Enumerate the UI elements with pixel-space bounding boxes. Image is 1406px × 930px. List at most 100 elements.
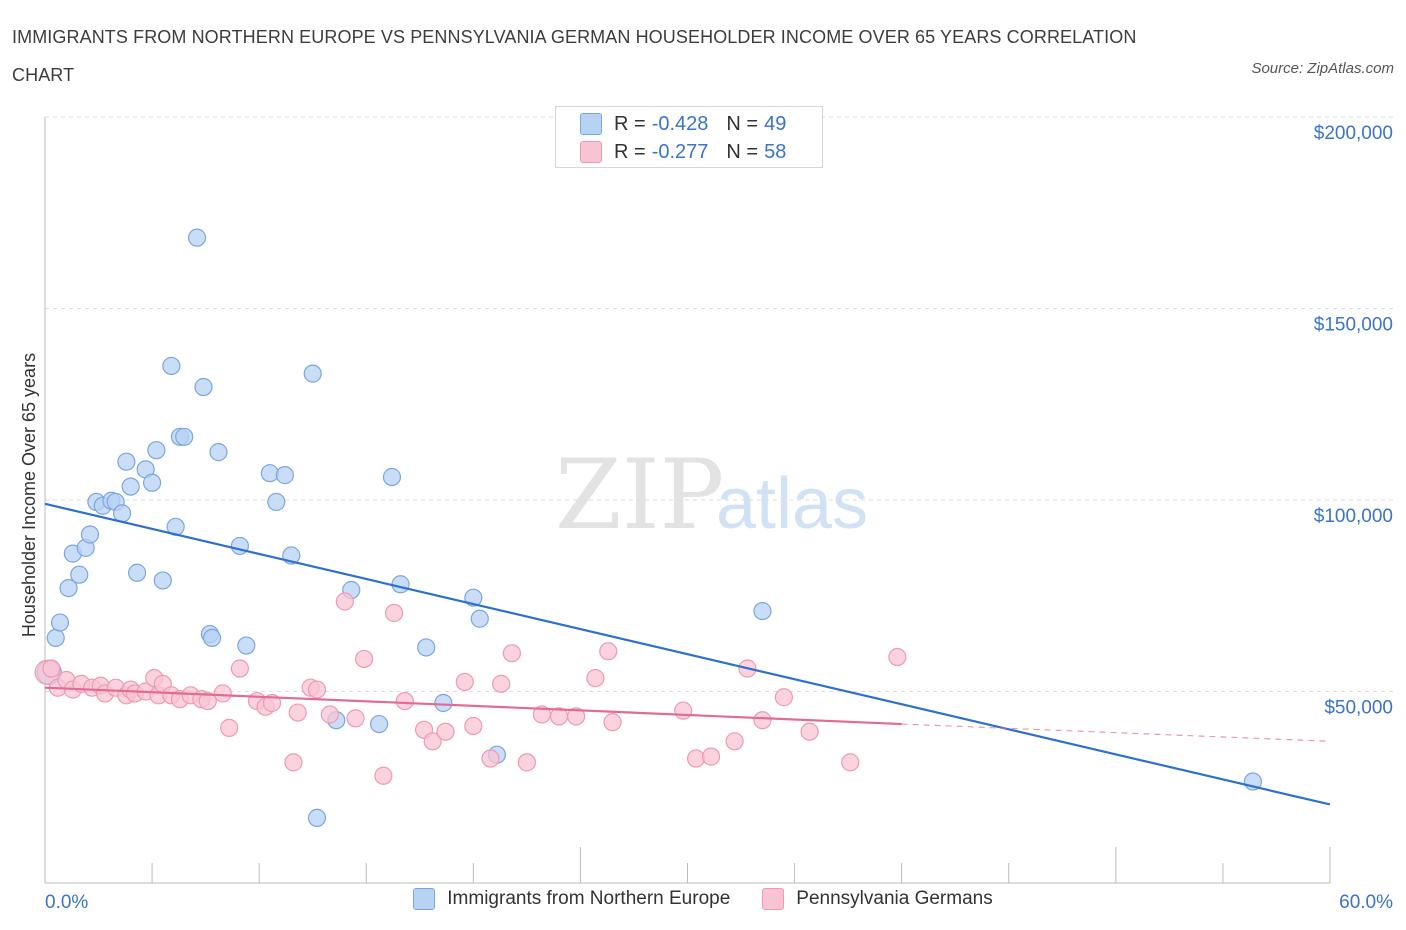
- series-swatch-blue: [413, 888, 436, 910]
- blue-point: [153, 571, 172, 590]
- y-tick-label: $150,000: [1314, 315, 1393, 336]
- pink-point: [502, 644, 521, 663]
- blue-point: [464, 588, 483, 607]
- blue-point: [267, 492, 286, 512]
- pink-point: [384, 603, 404, 623]
- y-tick-label: $100,000: [1314, 506, 1393, 527]
- pink-point: [307, 680, 327, 699]
- y-tick-label: $50,000: [1324, 698, 1393, 719]
- blue-point: [202, 628, 222, 647]
- pink-point: [220, 718, 239, 737]
- correlation-legend: R = -0.428 N = 49 R = -0.277 N = 58: [555, 106, 823, 168]
- pink-point: [335, 592, 354, 611]
- pink-point: [492, 674, 511, 693]
- blue-point: [187, 228, 207, 247]
- pink-point: [725, 732, 744, 751]
- legend-r-value: -0.277: [651, 140, 709, 163]
- trendline-blue: [44, 502, 1331, 806]
- blue-point: [237, 636, 256, 655]
- blue-point: [275, 466, 294, 485]
- legend-r-label: R =: [614, 112, 646, 135]
- blue-point: [303, 364, 322, 383]
- pink-point: [674, 701, 693, 720]
- pink-point: [567, 707, 586, 726]
- series-legend: Immigrants from Northern Europe Pennsylv…: [0, 888, 1406, 910]
- source-label: Source: ZipAtlas.com: [1251, 60, 1394, 77]
- blue-point: [209, 443, 228, 462]
- blue-point: [370, 714, 389, 734]
- blue-point: [121, 477, 140, 496]
- series-legend-item-pink[interactable]: Pennsylvania Germans: [762, 888, 993, 910]
- pink-point: [586, 668, 605, 688]
- blue-point: [127, 563, 147, 582]
- pink-point: [701, 747, 721, 766]
- pink-point: [284, 753, 303, 772]
- blue-point: [470, 609, 489, 628]
- pink-point: [599, 642, 618, 661]
- pink-point: [395, 691, 414, 711]
- blue-point: [70, 565, 89, 584]
- blue-point: [59, 578, 78, 598]
- blue-point: [175, 427, 194, 446]
- legend-n-value: 49: [764, 112, 787, 135]
- blue-point: [50, 613, 70, 632]
- blue-point: [260, 464, 279, 483]
- series-swatch-pink: [762, 888, 785, 910]
- legend-row-pink: R = -0.277 N = 58: [580, 140, 786, 164]
- blue-point: [753, 601, 772, 621]
- series-label-blue: Immigrants from Northern Europe: [447, 888, 731, 909]
- pink-point: [753, 711, 772, 730]
- pink-point: [374, 766, 393, 785]
- blue-point: [391, 575, 410, 594]
- series-legend-item-blue[interactable]: Immigrants from Northern Europe: [413, 888, 730, 910]
- pink-point: [320, 705, 339, 724]
- pink-point: [288, 703, 307, 722]
- pink-point: [355, 649, 374, 669]
- blue-point: [162, 356, 181, 376]
- legend-r-value: -0.428: [651, 112, 709, 135]
- legend-swatch-pink: [580, 141, 602, 163]
- legend-n-label: N =: [726, 112, 759, 135]
- pink-point: [455, 672, 474, 692]
- series-label-pink: Pennsylvania Germans: [796, 888, 993, 909]
- legend-swatch-blue: [580, 113, 602, 135]
- pink-point: [800, 722, 819, 741]
- pink-point: [774, 688, 793, 707]
- blue-point: [417, 638, 436, 657]
- pink-point: [686, 749, 706, 768]
- blue-point: [147, 441, 166, 460]
- watermark-atlas: atlas: [716, 464, 868, 544]
- blue-point: [194, 377, 213, 397]
- trendline-pink-extension: [901, 723, 1331, 742]
- legend-n-label: N =: [726, 140, 759, 163]
- pink-point: [603, 713, 622, 732]
- y-tick-label: $200,000: [1314, 123, 1393, 144]
- pink-point: [423, 732, 442, 751]
- pink-point: [42, 659, 61, 678]
- blue-point: [434, 693, 453, 713]
- pink-point: [841, 753, 860, 772]
- pink-point: [262, 693, 282, 713]
- legend-r-label: R =: [614, 140, 646, 163]
- chart-title: IMMIGRANTS FROM NORTHERN EUROPE VS PENNS…: [12, 27, 1137, 85]
- pink-point: [198, 691, 217, 711]
- blue-point: [307, 808, 327, 827]
- blue-point: [80, 525, 100, 544]
- pink-point: [346, 709, 365, 728]
- pink-point: [888, 647, 907, 667]
- pink-point: [436, 722, 455, 741]
- watermark-zip: ZIP: [555, 439, 724, 551]
- x-tick-label-min: 0.0%: [45, 892, 88, 913]
- blue-point: [46, 628, 65, 647]
- trendline-pink: [44, 686, 902, 726]
- legend-n-value: 58: [764, 140, 787, 163]
- pink-point: [481, 749, 500, 768]
- pink-point: [517, 753, 536, 772]
- legend-row-blue: R = -0.428 N = 49: [580, 112, 786, 136]
- blue-point: [142, 473, 162, 492]
- pink-point: [213, 684, 232, 703]
- pink-point: [464, 716, 483, 736]
- blue-point: [382, 467, 402, 487]
- blue-point: [117, 452, 136, 471]
